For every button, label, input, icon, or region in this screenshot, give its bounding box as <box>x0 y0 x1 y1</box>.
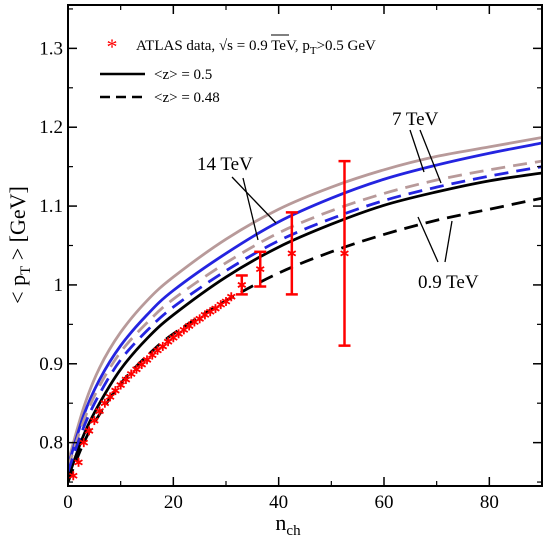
y-tick-label: 1.3 <box>39 38 63 59</box>
data-marker <box>74 457 83 467</box>
data-point <box>89 416 99 426</box>
y-axis-title-post: > [GeV] <box>5 186 30 266</box>
legend-solid-label: <z> = 0.5 <box>154 67 212 83</box>
data-marker <box>95 406 104 416</box>
data-point <box>285 211 298 296</box>
y-axis-title-sub: T <box>18 266 34 275</box>
data-point <box>254 250 267 288</box>
data-marker <box>79 438 89 448</box>
legend-dashed-label: <z> = 0.48 <box>154 90 220 106</box>
series-line-09tev-solid <box>68 171 542 479</box>
y-tick-label: 1.1 <box>39 196 63 217</box>
data-marker <box>84 426 94 436</box>
data-point <box>116 380 126 390</box>
arrow-14tev-a <box>231 176 277 224</box>
arrow-09tev-a <box>417 216 439 263</box>
data-marker <box>287 248 297 258</box>
data-marker <box>137 360 147 370</box>
data-point <box>68 471 78 481</box>
series-line-7tev-dashed <box>68 165 542 473</box>
annotation-14tev: 14 TeV <box>197 154 253 175</box>
data-marker <box>68 471 78 481</box>
data-point <box>137 360 147 370</box>
data-point <box>105 392 115 402</box>
x-axis-title-sub: ch <box>286 523 301 539</box>
arrow-09tev-b <box>444 220 453 263</box>
y-axis-title-pre: < p <box>5 275 30 304</box>
legend-data-marker: * <box>107 34 118 59</box>
data-marker <box>132 364 141 374</box>
data-marker <box>142 355 152 365</box>
x-axis-title: nch <box>275 510 301 539</box>
data-marker <box>105 392 115 402</box>
data-points-layer <box>68 159 351 481</box>
data-point <box>147 350 157 360</box>
annotation-09tev: 0.9 TeV <box>418 272 479 293</box>
data-point <box>100 398 110 408</box>
data-point <box>158 341 168 351</box>
series-line-7tev-solid <box>68 141 542 467</box>
y-axis-title: < pT > [GeV] <box>5 186 34 304</box>
data-marker <box>221 296 231 306</box>
x-tick-label: 60 <box>375 492 394 513</box>
data-point <box>121 375 131 385</box>
data-point <box>338 159 351 347</box>
series-line-14tev-solid <box>68 136 542 463</box>
data-marker <box>116 380 126 390</box>
data-point <box>95 406 104 416</box>
y-tick-label: 0.8 <box>39 433 63 454</box>
data-marker <box>340 248 349 258</box>
data-marker <box>255 264 265 274</box>
data-point <box>132 364 141 374</box>
data-point <box>111 386 120 396</box>
data-point <box>226 292 236 302</box>
arrow-14tev-b <box>242 177 259 241</box>
x-tick-label: 20 <box>164 492 183 513</box>
annotation-7tev: 7 TeV <box>392 109 439 130</box>
data-marker <box>158 341 168 351</box>
data-point <box>235 274 248 296</box>
data-point <box>84 426 94 436</box>
data-marker <box>237 280 247 290</box>
series-line-09tev-dashed <box>68 196 542 483</box>
data-marker <box>121 375 131 385</box>
x-tick-label: 80 <box>480 492 499 513</box>
arrow-7tev-b <box>419 129 442 184</box>
data-marker <box>89 416 99 426</box>
y-tick-label: 1.2 <box>39 117 63 138</box>
data-point <box>79 438 89 448</box>
series-line-14tev-dashed <box>68 159 542 469</box>
data-point <box>221 296 231 306</box>
y-tick-label: 0.9 <box>39 354 63 375</box>
plot-frame <box>67 4 543 487</box>
arrow-7tev-a <box>409 129 425 173</box>
data-marker <box>226 292 236 302</box>
data-point <box>74 457 83 467</box>
data-point <box>126 369 136 379</box>
x-axis-title-main: n <box>275 510 286 535</box>
x-tick-label: 40 <box>269 492 288 513</box>
legend-data-label: ATLAS data, √s = 0.9 TeV, pT>0.5 GeV <box>136 38 376 57</box>
ticks-layer: 0 20 40 60 80 0.8 0.9 1 1.1 1.2 1.3 <box>39 5 543 513</box>
y-tick-label: 1 <box>54 275 64 296</box>
data-marker <box>147 350 157 360</box>
data-marker <box>100 398 110 408</box>
series-layer <box>68 136 542 483</box>
data-marker <box>111 386 120 396</box>
legend: * ATLAS data, √s = 0.9 TeV, pT>0.5 GeV <… <box>100 34 376 106</box>
data-marker <box>126 369 136 379</box>
x-tick-label: 0 <box>63 492 73 513</box>
annotations: 14 TeV 7 TeV 0.9 TeV <box>197 109 479 293</box>
data-point <box>142 355 152 365</box>
